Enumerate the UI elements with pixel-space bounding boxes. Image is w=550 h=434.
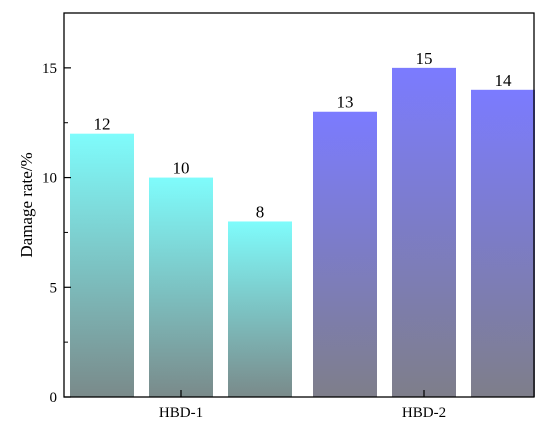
plot-frame [63,12,535,398]
y-tick-label: 10 [42,171,57,187]
x-category-label: HBD-2 [402,405,446,421]
x-category-label: HBD-1 [159,405,203,421]
bar-hbd-2-1 [313,111,377,397]
bars-layer [70,67,535,398]
bar-value-label: 12 [94,115,111,134]
y-axis-title: Damage rate/% [17,152,36,257]
y-axis-ticks: 0 5 10 15 [42,61,71,406]
bar-hbd-1-1 [70,133,134,397]
bar-value-label: 13 [337,93,354,112]
bar-value-label: 15 [416,49,433,68]
bar-hbd-1-2 [149,177,213,397]
bar-hbd-2-2 [392,67,456,397]
y-tick-label: 15 [42,61,57,77]
bar-value-label: 8 [256,202,265,221]
y-tick-label: 0 [50,390,58,406]
x-axis-ticks: HBD-1 HBD-2 [159,390,446,421]
y-tick-label: 5 [50,280,58,296]
data-labels-layer: 12 10 8 13 15 14 [94,49,513,222]
bar-hbd-2-3 [471,89,535,398]
bar-value-label: 14 [495,71,513,90]
bar-hbd-1-3 [228,221,292,397]
bar-value-label: 10 [173,159,190,178]
